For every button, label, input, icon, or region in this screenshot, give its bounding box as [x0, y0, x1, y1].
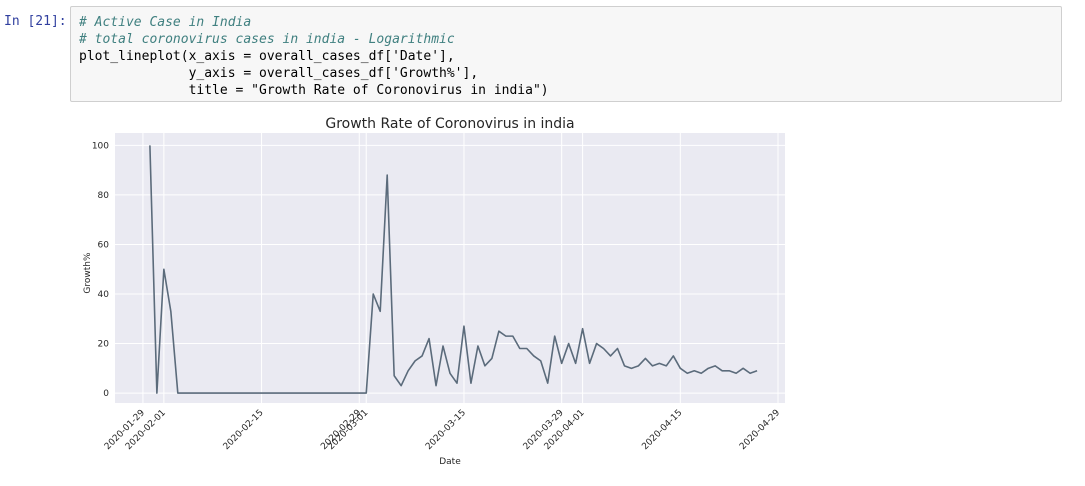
y-tick-label: 80 — [98, 191, 110, 201]
x-tick-label: 2020-03-15 — [424, 408, 468, 452]
y-tick-label: 100 — [92, 141, 109, 151]
y-axis-label: Growth% — [83, 252, 93, 294]
cell-output: 0 20 40 60 80 100 2020-01-29 2020-02-01 2020-02… — [70, 108, 800, 482]
code-line: title = "Growth Rate of Coronovirus in i… — [79, 82, 1053, 99]
x-axis-label: Date — [439, 457, 461, 467]
code-line: # total coronovirus cases in india - Log… — [79, 31, 1053, 48]
y-axis-ticks: 0 20 40 60 80 100 — [92, 141, 109, 399]
code-line: plot_lineplot(x_axis = overall_cases_df[… — [79, 48, 1053, 65]
code-line: # Active Case in India — [79, 14, 1053, 31]
cell-prompt: In [21]: — [4, 14, 67, 29]
x-tick-label: 2020-04-15 — [640, 408, 684, 452]
plot-area — [115, 133, 785, 403]
code-line: y_axis = overall_cases_df['Growth%'], — [79, 65, 1053, 82]
code-cell-input[interactable]: # Active Case in India # total coronovir… — [70, 6, 1062, 102]
y-tick-label: 60 — [98, 240, 110, 250]
y-tick-label: 40 — [98, 290, 110, 300]
y-tick-label: 0 — [103, 389, 109, 399]
x-tick-label: 2020-02-15 — [222, 408, 266, 452]
chart-title: Growth Rate of Coronovirus in india — [325, 116, 574, 132]
x-tick-label: 2020-04-29 — [738, 408, 782, 452]
y-tick-label: 20 — [98, 340, 110, 350]
